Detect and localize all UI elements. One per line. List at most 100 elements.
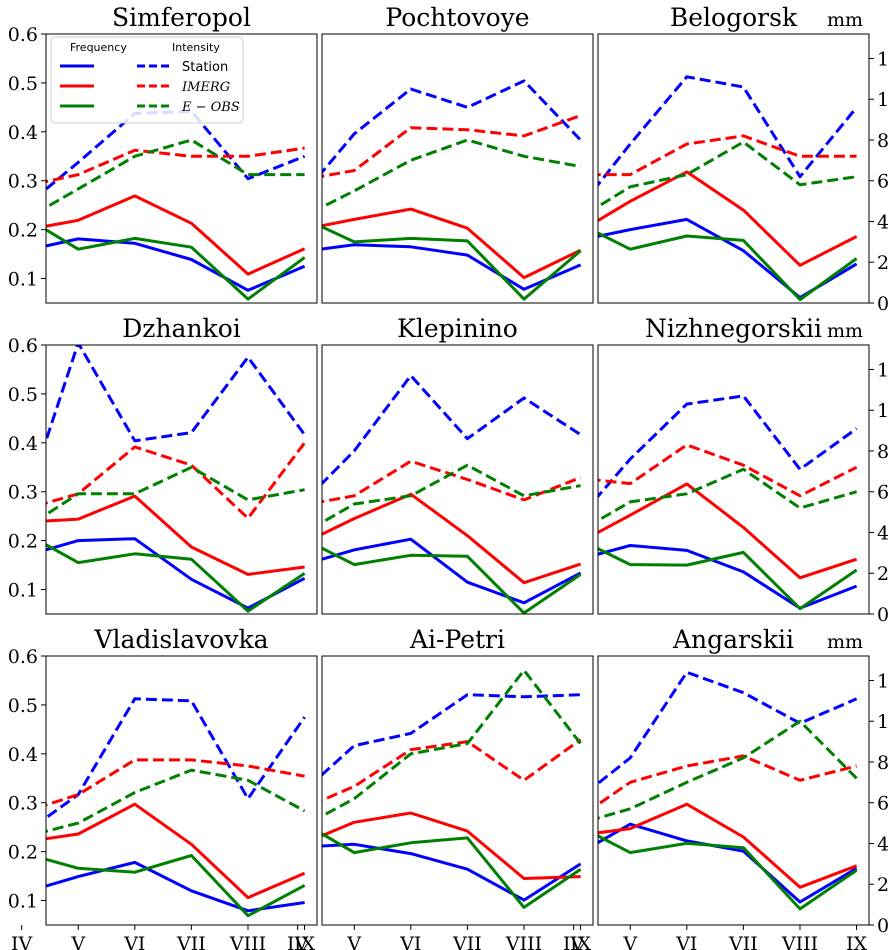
panel-title: Angarskii <box>672 625 794 654</box>
panel-frame <box>45 655 318 926</box>
intensity-line-station <box>322 79 582 175</box>
panel-title: Belogorsk <box>670 3 798 32</box>
series-lines <box>598 394 858 611</box>
x-tick-label: V <box>622 933 637 950</box>
y-tick-label: 0.1 <box>8 269 38 291</box>
x-tick-label: VI <box>675 933 697 950</box>
y-tick-label: 0.6 <box>8 24 38 46</box>
panel-frame <box>321 344 594 615</box>
panel-frame <box>321 33 594 304</box>
frequency-line-e-obs <box>598 231 858 302</box>
intensity-line-e-obs <box>322 668 582 818</box>
panel-title: Vladislavovka <box>93 625 268 654</box>
frequency-line-e-obs <box>598 834 858 911</box>
frequency-line-station <box>46 237 306 292</box>
panel-simferopol: Simferopol 0.1 0.2 0.3 0.4 0.5 0.6 Frequency Int… <box>8 3 318 304</box>
frequency-line-e-obs <box>322 225 582 301</box>
frequency-line-station <box>598 822 858 904</box>
x-tick-label: IX <box>846 933 868 950</box>
panel-title: Nizhnegorskii <box>645 314 822 343</box>
panel-frame <box>321 655 594 926</box>
legend-label: Station <box>182 60 228 75</box>
frequency-line-station <box>598 544 858 610</box>
panel-title: Ai-Petri <box>409 625 505 654</box>
intensity-line-imerg <box>46 758 305 807</box>
y2-tick-label: 2 <box>877 563 888 585</box>
intensity-line-e-obs <box>598 140 857 209</box>
legend-intensity-header: Intensity <box>172 41 220 54</box>
y2-tick-label: 12 <box>877 359 888 381</box>
y2-tick-label: 8 <box>877 752 888 774</box>
y2-tick-label: 6 <box>877 482 888 504</box>
frequency-line-imerg <box>46 194 306 276</box>
intensity-line-e-obs <box>598 719 858 820</box>
panel-frame <box>45 33 318 304</box>
frequency-line-e-obs <box>46 227 306 301</box>
panel-ai-petri: Ai-Petri IV V VI VII VIII IX <box>287 625 594 950</box>
x-tick-label: VIII <box>505 933 542 950</box>
y2-tick-label: 10 <box>877 711 888 733</box>
y-tick-label: 0.1 <box>8 580 38 602</box>
x-tick-label: VII <box>176 933 206 950</box>
y2-tick-label: 12 <box>877 670 888 692</box>
intensity-line-imerg <box>598 443 858 498</box>
panel-title: Dzhankoi <box>122 314 241 343</box>
panel-nizhnegorskii: Nizhnegorskii 0 2 4 6 8 10 12 mm <box>597 314 888 626</box>
y2-tick-label: 2 <box>877 874 888 896</box>
y2-axis-label: mm <box>827 320 863 342</box>
panel-angarskii: Angarskii 0 2 4 6 8 10 12 mm IV V VI VII VIII IX <box>563 625 888 950</box>
x-tick-label: VI <box>123 933 145 950</box>
intensity-line-e-obs <box>46 768 306 833</box>
panel-frame <box>597 344 870 615</box>
panel-frame <box>597 33 870 304</box>
y2-tick-label: 6 <box>877 793 888 815</box>
y2-axis-label: mm <box>827 9 863 31</box>
panel-klepinino: Klepinino <box>321 314 594 615</box>
y2-tick-label: 4 <box>877 211 888 233</box>
frequency-line-imerg <box>46 494 305 576</box>
y-tick-label: 0.3 <box>8 171 38 193</box>
series-lines <box>46 345 306 613</box>
y-tick-label: 0.2 <box>8 842 38 864</box>
series-lines <box>598 75 858 302</box>
y2-tick-label: 0 <box>877 293 888 315</box>
intensity-line-imerg <box>322 738 582 802</box>
y2-tick-label: 12 <box>877 48 888 70</box>
y-tick-label: 0.6 <box>8 335 38 357</box>
series-lines <box>598 670 858 911</box>
x-tick-label: VII <box>728 933 758 950</box>
x-tick-label: V <box>70 933 85 950</box>
frequency-line-e-obs <box>598 547 858 611</box>
y-tick-label: 0.2 <box>8 220 38 242</box>
intensity-line-e-obs <box>598 467 858 523</box>
legend-label: E − OBS <box>181 100 240 115</box>
frequency-line-imerg <box>598 482 858 580</box>
y-tick-label: 0.5 <box>8 695 38 717</box>
intensity-line-imerg <box>322 459 582 504</box>
y-tick-label: 0.4 <box>8 122 38 144</box>
intensity-line-station <box>598 75 858 188</box>
frequency-line-imerg <box>46 802 306 900</box>
panel-title: Simferopol <box>112 3 251 32</box>
frequency-line-imerg <box>322 207 582 280</box>
y2-tick-label: 0 <box>877 915 888 937</box>
intensity-line-station <box>598 670 858 786</box>
series-lines <box>322 79 582 301</box>
y-tick-label: 0.4 <box>8 744 38 766</box>
intensity-line-e-obs <box>46 138 305 210</box>
y2-tick-label: 0 <box>877 604 888 626</box>
intensity-line-station <box>598 394 858 499</box>
panel-grid: Simferopol 0.1 0.2 0.3 0.4 0.5 0.6 Frequency Int… <box>8 3 888 950</box>
x-tick-label: VI <box>399 933 421 950</box>
frequency-line-e-obs <box>322 832 582 909</box>
frequency-line-imerg <box>322 492 582 585</box>
y-tick-label: 0.1 <box>8 891 38 913</box>
intensity-line-e-obs <box>46 465 305 517</box>
frequency-line-station <box>322 243 582 291</box>
panel-belogorsk: Belogorsk 0 2 4 6 8 10 12 mm <box>597 3 888 315</box>
panel-title: Pochtovoye <box>385 3 529 32</box>
x-tick-label: VIII <box>229 933 266 950</box>
frequency-line-station <box>46 860 305 913</box>
y2-tick-label: 10 <box>877 89 888 111</box>
